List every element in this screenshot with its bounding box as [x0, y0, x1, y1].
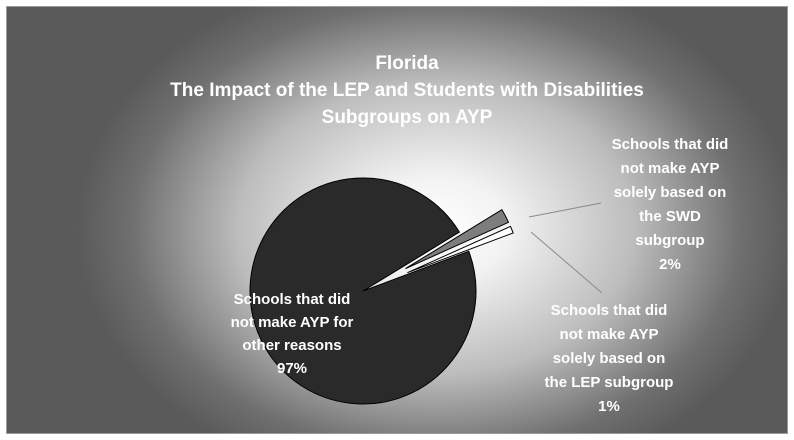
chart-title-line: The Impact of the LEP and Students with …	[170, 80, 644, 101]
slice-label-line: not make AYP	[560, 326, 659, 343]
chart-title-line: Subgroups on AYP	[322, 107, 493, 128]
leader-line-swd	[528, 202, 602, 218]
slice-label-line: Schools that did	[612, 136, 729, 153]
slice-label-lep: Schools that did not make AYP solely bas…	[545, 302, 674, 415]
slice-label-line: solely based on	[614, 184, 727, 201]
pie-chart: Florida The Impact of the LEP and Studen…	[170, 53, 729, 415]
slice-label-other-reasons: Schools that did not make AYP for other …	[231, 291, 354, 377]
slice-value-label: 97%	[277, 360, 307, 377]
slice-label-line: the LEP subgroup	[545, 374, 674, 391]
slice-label-line: subgroup	[635, 232, 704, 249]
slice-label-line: Schools that did	[551, 302, 668, 319]
leader-lines	[528, 202, 603, 294]
slice-label-swd: Schools that did not make AYP solely bas…	[612, 136, 729, 273]
slice-label-line: Schools that did	[234, 291, 351, 308]
chart-title: Florida The Impact of the LEP and Studen…	[170, 53, 644, 128]
slice-label-line: solely based on	[553, 350, 666, 367]
pie-slice-0	[249, 177, 477, 405]
slice-label-line: not make AYP	[621, 160, 720, 177]
pie-slices	[249, 177, 514, 405]
chart-area: Florida The Impact of the LEP and Studen…	[6, 6, 788, 434]
leader-line-lep	[530, 231, 603, 294]
pie-slice-1	[405, 209, 510, 270]
slice-value-label: 1%	[598, 398, 620, 415]
slice-label-line: other reasons	[242, 337, 341, 354]
chart-title-line: Florida	[375, 53, 439, 74]
slice-label-line: not make AYP for	[231, 314, 354, 331]
slice-label-line: the SWD	[639, 208, 701, 225]
slice-value-label: 2%	[659, 256, 681, 273]
pie-slice-2	[407, 225, 514, 274]
